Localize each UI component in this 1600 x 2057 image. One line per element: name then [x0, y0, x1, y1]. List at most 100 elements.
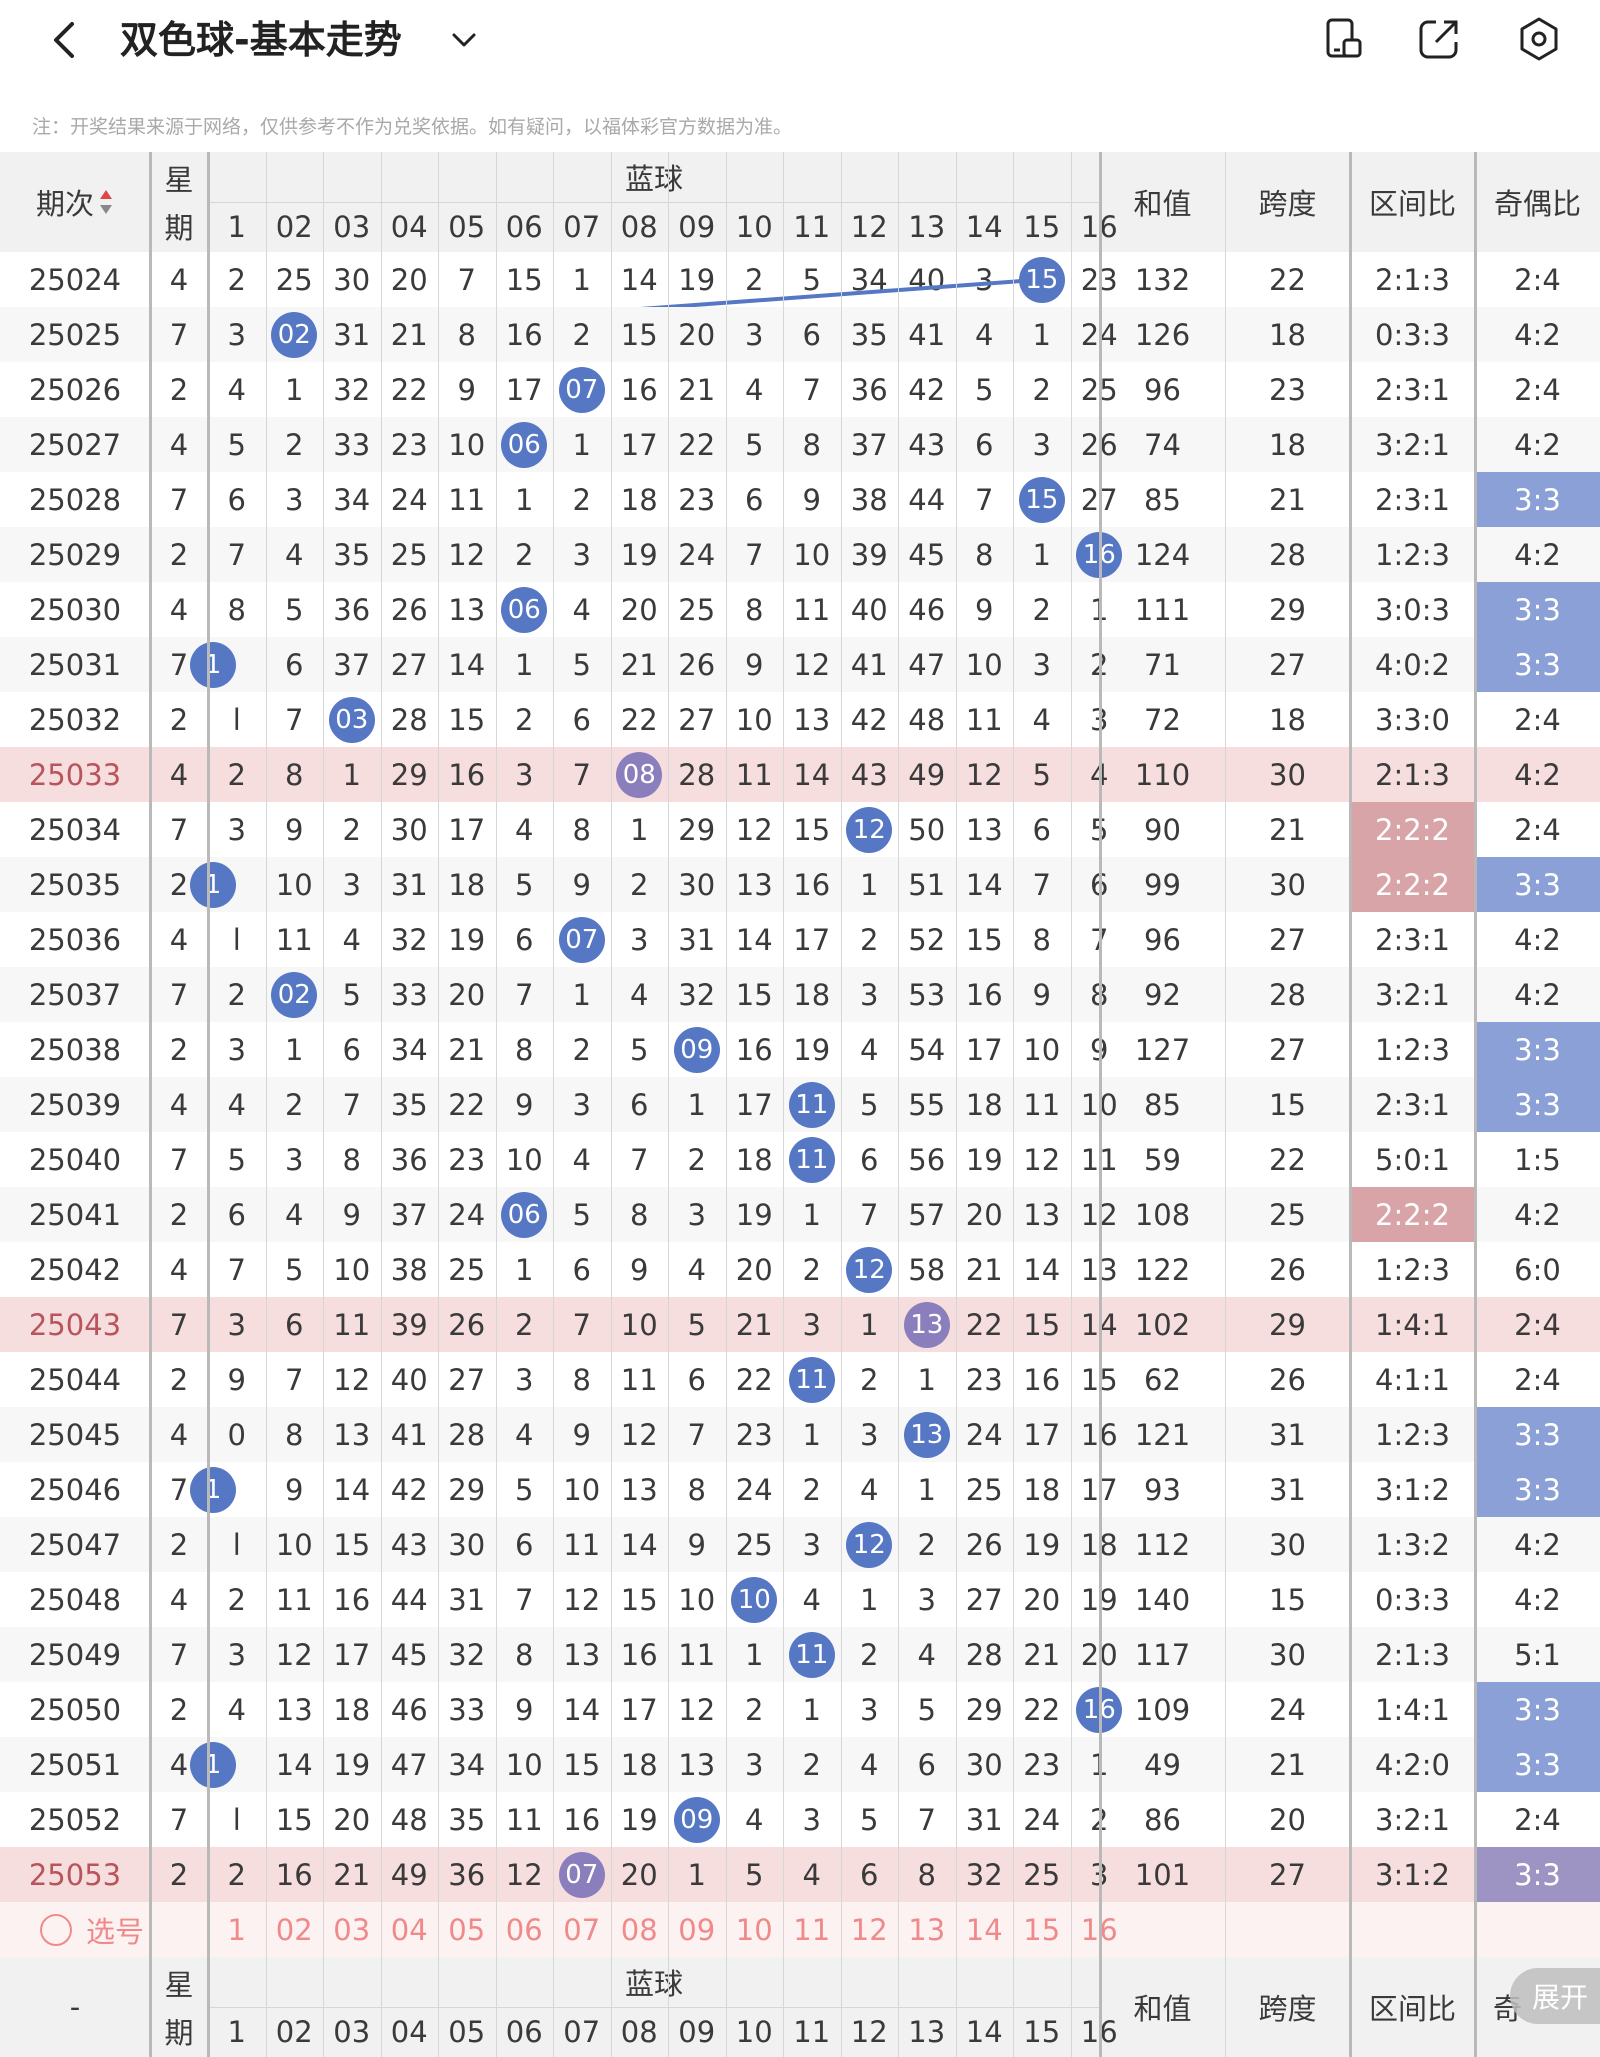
span-cell: 22	[1269, 1142, 1306, 1177]
expand-button[interactable]: 展开	[1510, 1968, 1600, 2024]
blue-number-cell: 22	[390, 372, 428, 407]
radio-circle-icon[interactable]	[40, 1913, 72, 1946]
odd-even-cell: 2:4	[1514, 1307, 1561, 1342]
blue-number-cell: 30	[390, 812, 428, 847]
blue-number-cell: 37	[390, 1197, 428, 1232]
span-cell: 30	[1269, 757, 1306, 792]
select-number-toggle[interactable]: 选号	[40, 1902, 160, 1957]
blue-number-cell: 5	[342, 977, 361, 1012]
column-span-footer: 跨度	[1258, 1992, 1317, 2026]
select-number[interactable]: 02	[275, 1912, 313, 1947]
blue-number-cell: 10	[965, 647, 1003, 682]
blue-number-cell: 47	[390, 1747, 428, 1782]
blue-number-cell: 28	[390, 702, 428, 737]
blue-number-cell: 10	[275, 1527, 313, 1562]
blue-number-cell: 7	[342, 1087, 361, 1122]
column-span: 跨度	[1258, 187, 1317, 221]
blue-ball: 06	[501, 586, 548, 633]
weekday-cell: 7	[169, 647, 189, 682]
sum-cell: 72	[1144, 702, 1181, 737]
column-divider	[783, 152, 784, 2057]
odd-even-cell: 3:3	[1475, 857, 1600, 912]
blue-number-cell: 57	[908, 1197, 946, 1232]
blue-number-cell: 18	[1023, 1472, 1061, 1507]
odd-even-cell: 3:3	[1475, 1737, 1600, 1792]
table-row	[0, 1847, 1600, 1902]
column-period[interactable]: 期次	[0, 152, 150, 252]
column-weekday-b-footer: 期	[164, 2016, 194, 2050]
blue-number-cell: 4	[515, 1417, 534, 1452]
select-number[interactable]: 13	[908, 1912, 946, 1947]
chevron-down-icon[interactable]	[448, 24, 480, 56]
blue-number-cell: 22	[965, 1307, 1003, 1342]
blue-number-cell: 1	[802, 1417, 821, 1452]
select-number[interactable]: 10	[735, 1912, 773, 1947]
select-number[interactable]: 15	[1023, 1912, 1061, 1947]
blue-number-cell: 1	[802, 1197, 821, 1232]
blue-ball: 1	[190, 861, 236, 908]
blue-number-cell: 12	[678, 1692, 716, 1727]
blue-number-cell: 34	[333, 482, 371, 517]
blue-number-cell: 18	[735, 1142, 773, 1177]
period-cell: 25045	[28, 1417, 122, 1452]
blue-number-cell: 24	[448, 1197, 486, 1232]
weekday-cell: 2	[169, 372, 189, 407]
blue-number-cell: 29	[448, 1472, 486, 1507]
blue-number-cell: 8	[1032, 922, 1051, 957]
sum-cell: 126	[1134, 317, 1191, 352]
blue-number-cell: 40	[850, 592, 888, 627]
blue-number-cell: 2	[860, 1637, 879, 1672]
table-row	[0, 637, 1600, 692]
select-number[interactable]: 12	[850, 1912, 888, 1947]
odd-even-cell: 3:3	[1475, 637, 1600, 692]
blue-number-cell: 22	[735, 1362, 773, 1397]
span-cell: 27	[1269, 1857, 1306, 1892]
blue-number-cell: 5	[745, 1857, 764, 1892]
blue-number-cell: 9	[342, 1197, 361, 1232]
back-icon[interactable]	[44, 18, 88, 62]
period-cell: 25039	[28, 1087, 122, 1122]
select-number[interactable]: 07	[563, 1912, 601, 1947]
blue-number-cell: 1	[860, 1582, 879, 1617]
blue-number-cell: 42	[908, 372, 946, 407]
blue-ball: 11	[788, 1081, 835, 1128]
period-cell: 25051	[28, 1747, 122, 1782]
blue-number-cell: 11	[620, 1362, 658, 1397]
blue-number-cell: 43	[850, 757, 888, 792]
select-number[interactable]: 1	[227, 1912, 246, 1947]
select-number[interactable]: 09	[678, 1912, 716, 1947]
blue-number-cell: 2	[1032, 372, 1051, 407]
column-blue-group-footer: 蓝球	[624, 1967, 683, 2001]
blue-ball: 1	[190, 1741, 236, 1788]
share-icon[interactable]	[1414, 14, 1464, 64]
settings-icon[interactable]	[1514, 14, 1564, 64]
blue-number-cell: 10	[448, 427, 486, 462]
select-number[interactable]: 08	[620, 1912, 658, 1947]
blue-number-cell: 11	[275, 922, 313, 957]
sort-icon[interactable]	[98, 187, 114, 217]
select-number[interactable]: 04	[390, 1912, 428, 1947]
blue-number-cell: 3	[227, 1307, 246, 1342]
select-number[interactable]: 11	[793, 1912, 831, 1947]
select-number[interactable]: 05	[448, 1912, 486, 1947]
blue-number-cell: 2	[802, 1747, 821, 1782]
table-row	[0, 1297, 1600, 1352]
blue-number-cell: 4	[745, 1802, 764, 1837]
blue-number-cell: 42	[390, 1472, 428, 1507]
blue-number-cell: 30	[333, 262, 371, 297]
select-number[interactable]: 06	[505, 1912, 543, 1947]
blue-number-cell: 2	[227, 977, 246, 1012]
blue-number-cell: 8	[285, 757, 304, 792]
select-number[interactable]: 14	[965, 1912, 1003, 1947]
phone-card-icon[interactable]	[1318, 14, 1368, 64]
select-number[interactable]: 03	[333, 1912, 371, 1947]
blue-number-cell: 2	[630, 867, 649, 902]
blue-number-cell: 24	[1023, 1802, 1061, 1837]
span-cell: 28	[1269, 977, 1306, 1012]
blue-number-cell: 23	[678, 482, 716, 517]
blue-number-cell: 5	[745, 427, 764, 462]
blue-number-cell: 2	[745, 262, 764, 297]
blue-col-header: 03	[333, 210, 371, 244]
span-cell: 18	[1269, 427, 1306, 462]
period-cell: 25028	[28, 482, 122, 517]
